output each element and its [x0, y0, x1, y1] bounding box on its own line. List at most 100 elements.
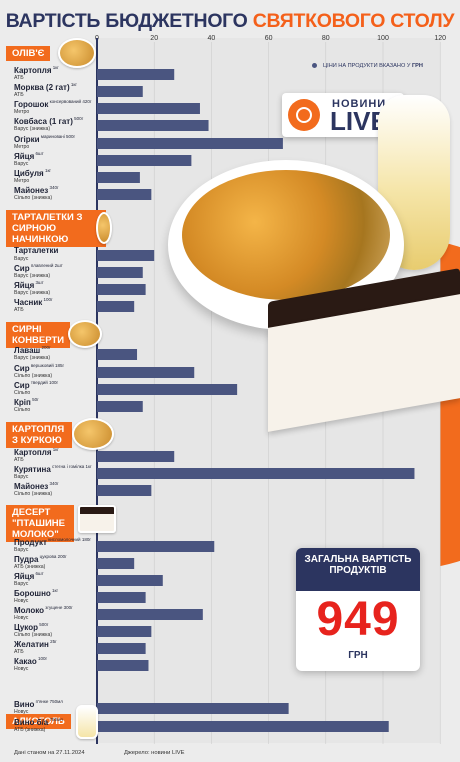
bar	[97, 120, 209, 131]
item-name-text: Яйця	[14, 152, 35, 161]
legend-text: ЦІНИ НА ПРОДУКТИ ВКАЗАНО У	[323, 63, 411, 69]
total-currency: ГРН	[348, 650, 368, 661]
item-store: Сільпо (знижка)	[14, 194, 53, 201]
item-name-text: Пудра	[14, 555, 39, 564]
bar	[97, 367, 195, 378]
food-image	[182, 170, 390, 300]
item-store: Сільпо (знижка)	[14, 490, 53, 497]
item-name: Цукор 500г	[14, 622, 48, 632]
item-qty: консервований 420г	[48, 99, 92, 104]
item-name: Яйця 3шт	[14, 280, 44, 290]
item-name-text: Яйця	[14, 281, 35, 290]
alcohol-glass-icon	[76, 705, 98, 739]
item-store: Новус	[14, 597, 29, 604]
bar	[97, 189, 152, 200]
bar	[97, 558, 135, 569]
bar	[97, 643, 146, 654]
item-qty: 1кг	[69, 82, 77, 87]
title-part-2: СВЯТКОВОГО СТОЛУ	[252, 10, 455, 32]
item-store: Метро	[14, 108, 30, 115]
item-qty: 340г	[48, 481, 59, 486]
item-store: Новус	[14, 665, 29, 672]
footer-source: Джерело: новини LIVE	[124, 750, 185, 756]
x-tick-label-3: 60	[265, 35, 273, 42]
item-name: Картопля 1кг	[14, 65, 59, 75]
item-name: Часник 100г	[14, 297, 53, 307]
item-qty: 1кг	[43, 168, 52, 173]
item-name-text: Вино б/а	[14, 718, 49, 727]
item-name-text: Картопля	[14, 448, 52, 457]
total-label: ЗАГАЛЬНА ВАРТІСТЬ ПРОДУКТІВ	[296, 548, 420, 591]
olivie-dish-icon	[58, 38, 96, 68]
item-qty: 1кг	[51, 65, 59, 70]
bar	[97, 703, 289, 714]
item-qty: згущене 300г	[44, 605, 73, 610]
item-name-text: Майонез	[14, 186, 49, 195]
item-store: АТБ	[14, 306, 24, 313]
cheese-envelopes-dish-icon	[68, 320, 102, 348]
potato-chicken-bowl-image	[168, 160, 404, 330]
item-qty: кисломолочний 180г	[46, 537, 91, 542]
item-name: Лаваш 200г	[14, 345, 51, 355]
bar	[97, 284, 146, 295]
item-name-text: Яйця	[14, 572, 35, 581]
item-name: Курятина стегна і гомілка 1кг	[14, 464, 92, 474]
item-store: Сільпо	[14, 389, 31, 396]
bar	[97, 575, 163, 586]
item-qty: 500г	[37, 622, 49, 627]
item-name: Яйця 6шт	[14, 571, 44, 581]
bar	[97, 86, 143, 97]
item-name-text: Часник	[14, 298, 43, 307]
item-name: Какао 100г	[14, 656, 47, 666]
total-cost-box: ЗАГАЛЬНА ВАРТІСТЬ ПРОДУКТІВ 949 ГРН	[296, 548, 420, 671]
item-name: Сир плавлений 2шт	[14, 263, 63, 273]
item-name-text: Какао	[14, 657, 37, 666]
x-tick-label-6: 120	[434, 35, 446, 42]
bar	[97, 384, 238, 395]
item-store: Новус	[14, 614, 29, 621]
bar	[97, 401, 143, 412]
item-name-text: Огірки	[14, 135, 40, 144]
item-name-text: Молоко	[14, 606, 44, 615]
legend: ЦІНИ НА ПРОДУКТИ ВКАЗАНО У ГРН	[312, 63, 423, 69]
dessert-dish-icon	[78, 505, 116, 533]
bar	[97, 451, 175, 462]
item-name-text: Курятина	[14, 465, 51, 474]
x-tick-label-4: 80	[322, 35, 330, 42]
bar	[97, 626, 152, 637]
item-qty: 1кг	[51, 447, 59, 452]
item-name: Продукт кисломолочний 180г	[14, 537, 91, 547]
item-store: АТБ	[14, 91, 24, 98]
item-name-text: Кріп	[14, 398, 31, 407]
item-qty: плавлений 2шт	[29, 263, 63, 268]
item-qty: 6шт	[34, 151, 44, 156]
item-name: Горошок консервований 420г	[14, 99, 91, 109]
item-store: Варус	[14, 160, 29, 167]
item-name: Огірки мариновані 500г	[14, 134, 75, 144]
section-olivie: ОЛІВ'Є	[6, 46, 51, 61]
item-store: Сільпо (знижка)	[14, 372, 53, 379]
item-name-text: Цибуля	[14, 169, 44, 178]
item-name: Молоко згущене 300г	[14, 605, 73, 615]
item-name-text: Лаваш	[14, 346, 41, 355]
item-qty: 50г	[30, 397, 39, 402]
item-store: Метро	[14, 143, 30, 150]
item-name: Морква (2 гат) 1кг	[14, 82, 77, 92]
bar	[97, 103, 200, 114]
item-name-text: Вино	[14, 700, 35, 709]
bar	[97, 250, 155, 261]
item-store: Варус (знижка)	[14, 289, 51, 296]
item-name: Пудра цукрова 200г	[14, 554, 67, 564]
item-qty: 100г	[36, 656, 48, 661]
footer-date: Дані станом на 27.11.2024	[14, 750, 85, 756]
item-name-text: Сир	[14, 264, 30, 273]
item-name-text: Морква (2 гат)	[14, 83, 70, 92]
item-store: Метро	[14, 177, 30, 184]
item-store: АТБ (знижка)	[14, 726, 46, 733]
tartalets-dish-icon	[96, 212, 112, 244]
bar	[97, 485, 152, 496]
item-store: Варус (знижка)	[14, 125, 51, 132]
item-name-text: Желатин	[14, 640, 49, 649]
item-store: Варус	[14, 255, 29, 262]
item-name-text: Продукт	[14, 538, 47, 547]
